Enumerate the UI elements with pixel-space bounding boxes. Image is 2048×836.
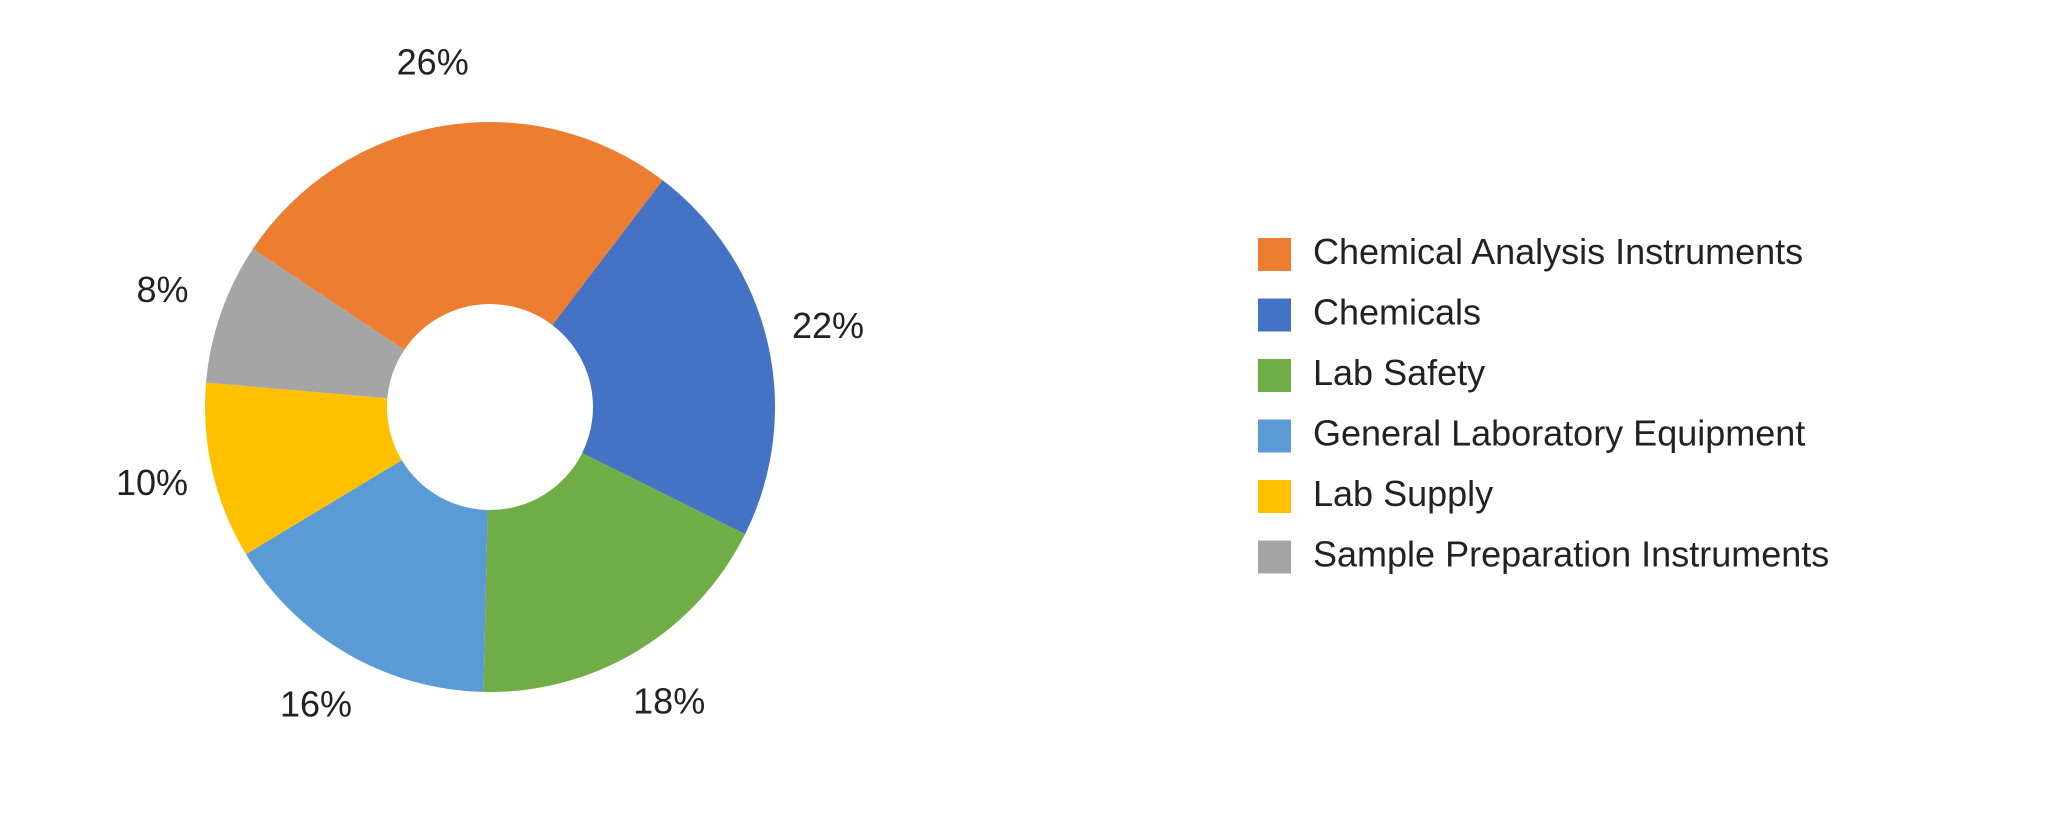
percent-label-lab-supply: 10% [116,462,188,503]
legend-swatch [1258,540,1291,574]
legend-label: Lab Safety [1313,352,1485,393]
slice-percent-labels: 26% 22% 18% 16% 10% 8% [116,41,864,724]
legend-label: Chemicals [1313,292,1481,333]
legend-item-chemical-analysis-instruments: Chemical Analysis Instruments [1258,231,1803,272]
legend-item-lab-supply: Lab Supply [1258,473,1493,514]
legend-label: Sample Preparation Instruments [1313,534,1829,575]
legend-swatch [1258,238,1291,271]
percent-label-chemical-analysis-instruments: 26% [397,41,469,82]
slice-lab-safety [483,452,746,693]
legend-label: Lab Supply [1313,473,1493,514]
legend-item-lab-safety: Lab Safety [1258,352,1485,393]
slice-lab-supply [204,382,402,555]
percent-label-general-laboratory-equipment: 16% [280,684,352,725]
percent-label-lab-safety: 18% [633,681,705,722]
legend: Chemical Analysis Instruments Chemicals La… [1258,231,1829,575]
legend-item-chemicals: Chemicals [1258,292,1481,333]
legend-label: General Laboratory Equipment [1313,413,1805,454]
slice-chemical-analysis-instruments [252,121,663,350]
legend-label: Chemical Analysis Instruments [1313,231,1803,272]
legend-swatch [1258,298,1291,332]
legend-swatch [1258,419,1291,453]
legend-swatch [1258,480,1291,513]
percent-label-sample-preparation-instruments: 8% [136,269,188,310]
legend-item-sample-preparation-instruments: Sample Preparation Instruments [1258,534,1829,575]
legend-item-general-laboratory-equipment: General Laboratory Equipment [1258,413,1805,454]
slice-general-laboratory-equipment [245,460,488,692]
slice-sample-preparation-instruments [206,248,405,399]
legend-swatch [1258,359,1291,392]
slice-chemicals [552,180,776,535]
donut-slices [204,121,776,693]
percent-label-chemicals: 22% [792,305,864,346]
